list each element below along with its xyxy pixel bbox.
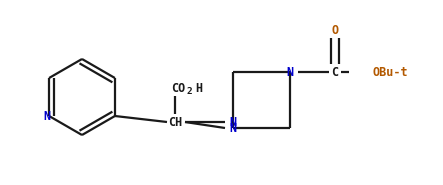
Text: N: N — [229, 122, 237, 134]
Text: N: N — [287, 65, 294, 78]
Text: O: O — [331, 23, 338, 36]
Text: CO: CO — [171, 82, 185, 95]
Text: CH: CH — [168, 115, 182, 129]
Text: C: C — [331, 65, 338, 78]
Text: N: N — [229, 115, 237, 129]
Text: H: H — [195, 82, 202, 95]
Text: N: N — [43, 110, 51, 122]
Text: OBu-t: OBu-t — [372, 65, 408, 78]
Text: 2: 2 — [186, 87, 192, 95]
